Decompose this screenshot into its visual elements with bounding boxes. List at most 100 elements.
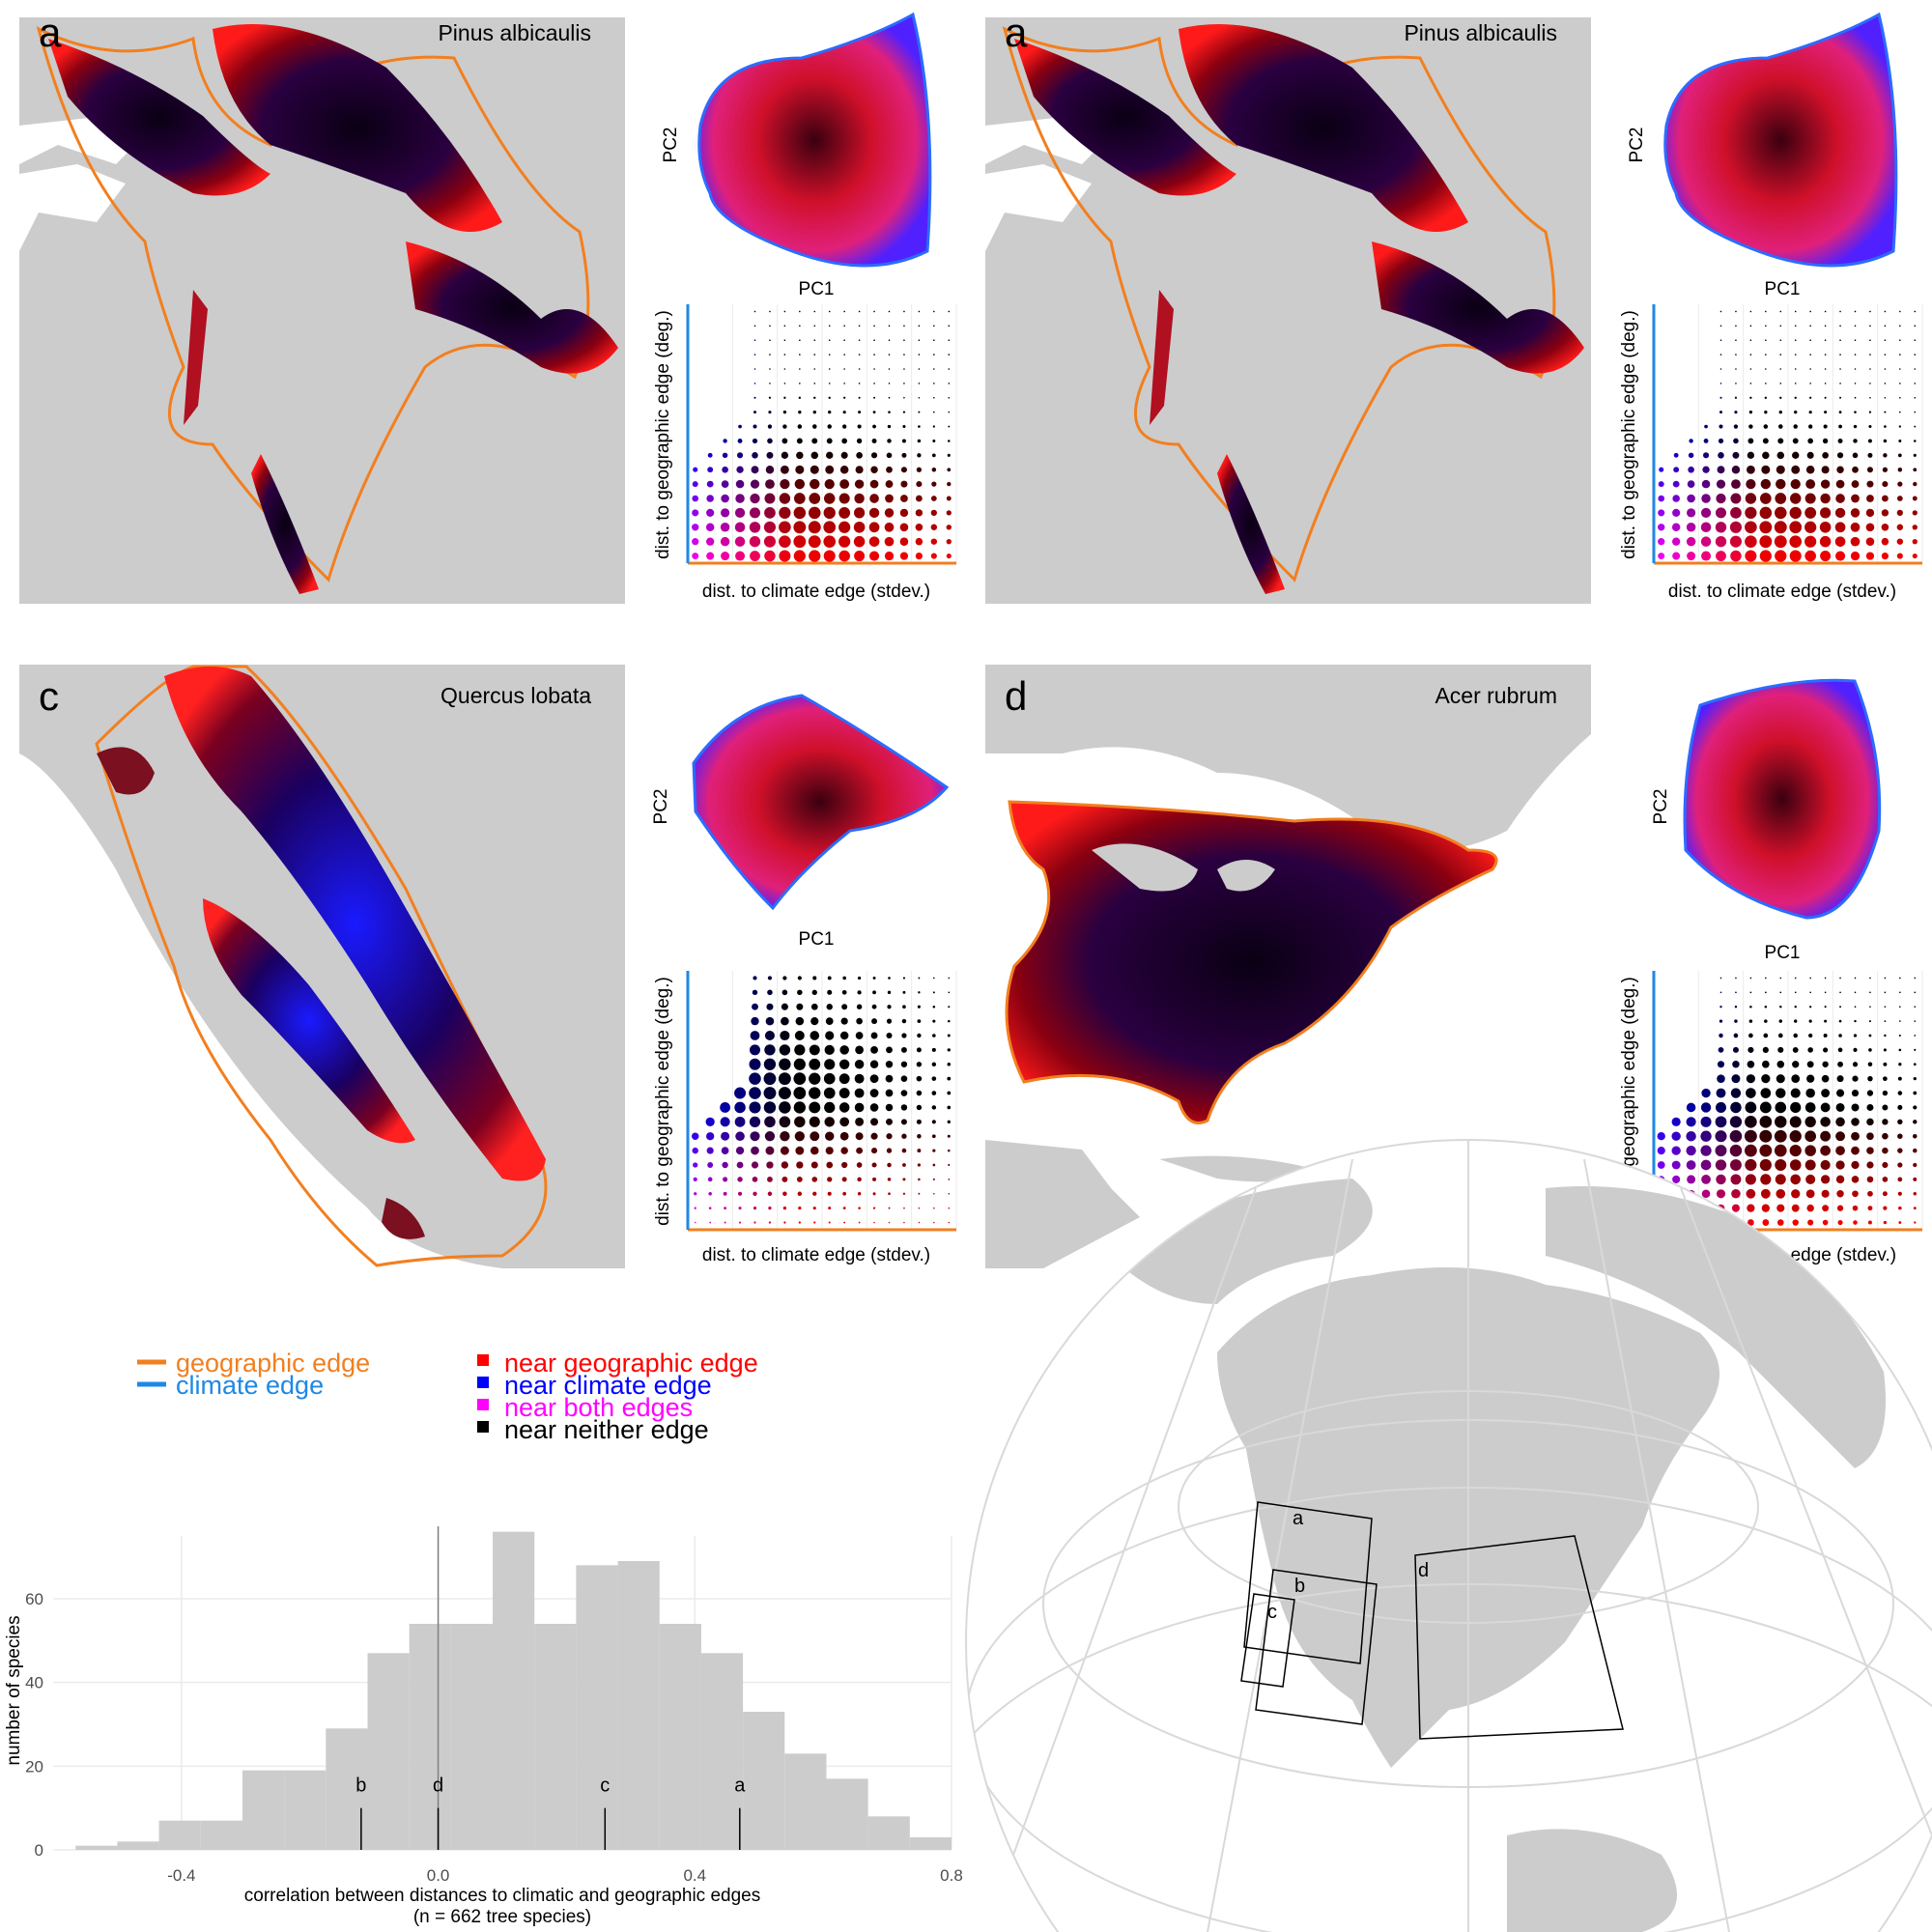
density-dot bbox=[769, 368, 771, 370]
density-dot bbox=[813, 339, 816, 342]
density-dot bbox=[872, 424, 876, 429]
histogram-bar bbox=[284, 1770, 327, 1850]
density-dot bbox=[826, 1161, 834, 1169]
density-dot bbox=[1671, 1117, 1681, 1126]
histogram-bar bbox=[576, 1565, 618, 1850]
density-dot bbox=[903, 1221, 905, 1224]
density-dot bbox=[1775, 506, 1787, 520]
density-dot bbox=[724, 1207, 727, 1210]
density-dot bbox=[750, 479, 760, 489]
density-dot bbox=[1804, 1116, 1816, 1128]
density-dot bbox=[750, 1031, 760, 1040]
pca-x-label: PC1 bbox=[1765, 943, 1801, 963]
density-dot bbox=[780, 479, 790, 490]
density-dot bbox=[843, 339, 845, 342]
density-dot bbox=[872, 1177, 877, 1181]
density-dot bbox=[823, 506, 836, 520]
density-dot bbox=[873, 310, 875, 313]
histogram-bar bbox=[867, 1816, 910, 1850]
density-dot bbox=[766, 1003, 774, 1010]
density-dot bbox=[1762, 438, 1769, 444]
density-dot bbox=[1735, 325, 1737, 327]
density-dot bbox=[764, 1116, 776, 1128]
density-dot bbox=[1749, 1005, 1752, 1009]
density-dot bbox=[738, 424, 742, 429]
density-dot bbox=[781, 438, 788, 444]
density-dot bbox=[1701, 1088, 1711, 1098]
density-dot bbox=[872, 990, 876, 995]
density-dot bbox=[1672, 552, 1681, 560]
density-dot bbox=[858, 383, 861, 384]
density-dot bbox=[1749, 383, 1752, 384]
density-dot bbox=[872, 1207, 876, 1209]
density-dot bbox=[708, 1191, 712, 1196]
density-dot bbox=[946, 538, 952, 545]
density-dot bbox=[1809, 991, 1811, 994]
density-dot bbox=[1854, 354, 1857, 355]
density-dot bbox=[1824, 310, 1827, 313]
density-dot bbox=[769, 354, 771, 355]
density-dot bbox=[1745, 1174, 1756, 1185]
density-dot bbox=[1852, 1190, 1859, 1198]
density-dot bbox=[798, 1207, 802, 1210]
density-dot bbox=[947, 1062, 952, 1066]
density-dot bbox=[1701, 479, 1711, 489]
density-dot bbox=[1914, 411, 1917, 413]
density-dot bbox=[795, 465, 805, 474]
density-dot bbox=[1759, 550, 1772, 562]
density-dot bbox=[735, 494, 745, 503]
density-dot bbox=[781, 1003, 788, 1010]
density-dot bbox=[1749, 991, 1752, 994]
density-dot bbox=[858, 325, 861, 327]
density-dot bbox=[917, 1149, 922, 1153]
density-dot bbox=[931, 1047, 936, 1052]
density-dot bbox=[793, 506, 807, 520]
density-dot bbox=[808, 521, 821, 534]
density-dot bbox=[799, 354, 801, 355]
density-dot bbox=[1865, 552, 1875, 560]
density-dot bbox=[888, 354, 891, 355]
density-dot bbox=[1897, 1133, 1903, 1139]
density-dot bbox=[842, 1207, 846, 1210]
density-dot bbox=[1882, 467, 1889, 472]
density-dot bbox=[1775, 550, 1787, 562]
density-dot bbox=[1734, 411, 1738, 414]
density-dot bbox=[1899, 1020, 1901, 1022]
density-dot bbox=[931, 453, 936, 458]
density-dot bbox=[1839, 325, 1841, 327]
density-dot bbox=[753, 383, 756, 384]
density-dot bbox=[1792, 1219, 1799, 1226]
density-dot bbox=[1671, 523, 1681, 531]
density-dot bbox=[873, 396, 876, 399]
density-dot bbox=[1869, 325, 1871, 327]
density-dot bbox=[933, 396, 935, 399]
density-dot bbox=[1792, 451, 1800, 460]
density-dot bbox=[1852, 1075, 1859, 1082]
density-dot bbox=[1746, 1188, 1756, 1199]
density-dot bbox=[810, 1161, 818, 1169]
density-dot bbox=[1719, 411, 1722, 414]
density-dot bbox=[1764, 1019, 1768, 1023]
density-dot bbox=[749, 1101, 761, 1114]
density-dot bbox=[1804, 1159, 1816, 1171]
density-dot bbox=[706, 1132, 715, 1141]
density-dot bbox=[1912, 553, 1918, 559]
density-dot bbox=[900, 1104, 908, 1111]
density-dot bbox=[1686, 1102, 1696, 1113]
density-dot bbox=[1839, 977, 1841, 980]
geographic-edge-line bbox=[1002, 26, 1556, 582]
density-dot bbox=[887, 1005, 892, 1009]
density-dot bbox=[838, 521, 851, 533]
density-dot bbox=[767, 1176, 773, 1182]
histogram-bar bbox=[117, 1841, 159, 1850]
dist-plot-a-right: dist. to climate edge (stdev.) dist. to … bbox=[1619, 304, 1923, 602]
density-dot bbox=[1881, 523, 1889, 531]
density-dot bbox=[858, 1221, 861, 1224]
histogram-x-label-sub: (n = 662 tree species) bbox=[413, 1907, 591, 1927]
density-dot bbox=[1671, 537, 1681, 546]
pca-inset-a-right: PC1 PC2 bbox=[1627, 12, 1922, 299]
density-dot bbox=[1659, 467, 1664, 472]
density-dot bbox=[888, 325, 891, 327]
density-dot bbox=[856, 1004, 863, 1009]
density-dot bbox=[1747, 451, 1755, 459]
